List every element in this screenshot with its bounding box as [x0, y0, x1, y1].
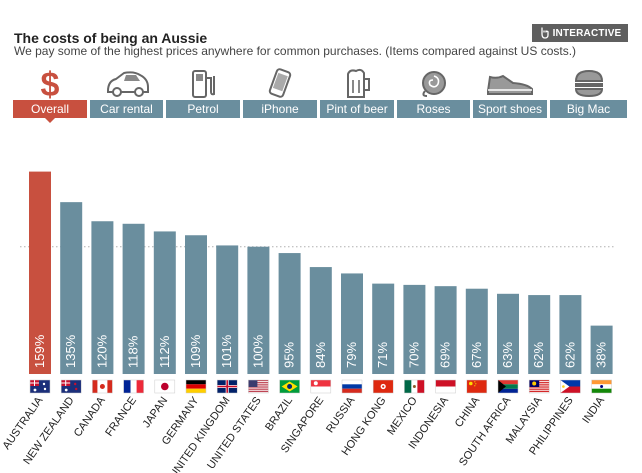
- chart-subtitle: We pay some of the highest prices anywhe…: [14, 44, 577, 58]
- shoe-icon: [487, 74, 533, 95]
- flag-icon: [216, 379, 238, 394]
- bar-value-label: 95%: [282, 342, 297, 368]
- bar-philippines: [559, 295, 582, 374]
- tab-overall[interactable]: $ Overall: [13, 68, 87, 123]
- bar-value-label: 62%: [531, 342, 546, 368]
- bar-value-label: 67%: [469, 342, 484, 368]
- flag-icon: [248, 379, 269, 394]
- beer-icon: [347, 68, 370, 98]
- bar-indonesia: [434, 286, 457, 374]
- car-icon: [106, 70, 149, 97]
- bar-value-label: 62%: [562, 342, 577, 368]
- category-label: RUSSIA: [324, 394, 358, 435]
- flag-icon: [279, 379, 300, 394]
- bar-china: [465, 288, 488, 374]
- interactive-badge[interactable]: INTERACTIVE: [532, 24, 628, 42]
- bar-germany: [185, 235, 207, 374]
- rose-icon: [421, 71, 446, 97]
- tab-label: Sport shoes: [473, 100, 547, 118]
- bar-value-label: 100%: [250, 334, 265, 368]
- tab-label: Roses: [397, 100, 470, 118]
- flag-icon: [92, 379, 113, 394]
- bar-value-label: 120%: [94, 334, 109, 368]
- bar-value-label: 38%: [594, 342, 609, 368]
- bar-value-label: 71%: [375, 342, 390, 368]
- category-label: BRAZIL: [263, 395, 295, 433]
- bar-india: [590, 325, 613, 374]
- tab-label: iPhone: [243, 100, 317, 118]
- flag-icon: [466, 379, 488, 394]
- tab-iphone[interactable]: iPhone: [243, 68, 317, 118]
- dollar-icon: $: [41, 68, 60, 99]
- bar-value-label: 101%: [219, 334, 234, 368]
- chart-title: The costs of being an Aussie: [14, 30, 208, 46]
- tab-label: Car rental: [90, 100, 163, 118]
- tab-label: Petrol: [166, 100, 240, 118]
- flag-icon: [528, 379, 550, 394]
- bar-value-label: 109%: [188, 334, 203, 368]
- flag-icon: [497, 379, 519, 394]
- category-label: FRANCE: [103, 395, 139, 439]
- flag-icon: [372, 379, 394, 394]
- tab-car-rental[interactable]: Car rental: [90, 68, 163, 118]
- category-tabs: $ Overall Car rental Petrol iPhone Pint: [13, 68, 627, 123]
- bar-australia: [29, 171, 51, 374]
- bar-russia: [341, 273, 363, 374]
- fuel-pump-icon: [192, 70, 215, 98]
- category-label: JAPAN: [141, 395, 171, 430]
- bar-mexico: [403, 284, 426, 374]
- bar-value-label: 118%: [126, 335, 141, 368]
- interactive-label: INTERACTIVE: [552, 27, 622, 39]
- bar-singapore: [309, 267, 332, 374]
- bar-value-label: 112%: [157, 335, 172, 368]
- tab-label: Overall: [13, 100, 87, 118]
- bar-value-label: 159%: [32, 334, 47, 368]
- bar-value-label: 63%: [500, 342, 515, 368]
- tab-petrol[interactable]: Petrol: [166, 68, 240, 118]
- flag-icon: [435, 379, 456, 394]
- bar-value-label: 135%: [63, 334, 78, 368]
- flag-icon: [60, 379, 82, 394]
- bar-south-africa: [497, 293, 519, 374]
- flag-icon: [185, 379, 207, 394]
- bar-canada: [91, 221, 114, 374]
- bar-france: [122, 223, 145, 374]
- category-label: CHINA: [453, 394, 483, 429]
- flag-icon: [29, 379, 51, 394]
- tab-pint-of-beer[interactable]: Pint of beer: [320, 68, 394, 118]
- flag-icon: [404, 379, 425, 394]
- bar-value-label: 79%: [344, 342, 359, 368]
- flag-icon: [310, 379, 332, 394]
- bar-value-label: 69%: [438, 342, 453, 368]
- phone-icon: [268, 68, 292, 98]
- flag-icon: [591, 379, 612, 394]
- bar-malaysia: [528, 295, 551, 374]
- bar-value-label: 70%: [406, 342, 421, 368]
- bar-united-states: [247, 246, 270, 374]
- tab-label: Pint of beer: [320, 100, 394, 118]
- bar-brazil: [278, 253, 301, 374]
- flag-icon: [154, 379, 176, 394]
- tab-sport-shoes[interactable]: Sport shoes: [473, 68, 547, 118]
- burger-icon: [574, 69, 603, 98]
- flag-icon: [341, 379, 363, 394]
- tab-roses[interactable]: Roses: [397, 68, 470, 118]
- pointer-hand-icon: [540, 27, 549, 39]
- category-label: INDIA: [580, 394, 607, 425]
- active-tab-pointer: [45, 118, 55, 123]
- bar-united-kingdom: [216, 245, 239, 374]
- tab-label: Big Mac: [550, 100, 627, 118]
- bar-hong-kong: [372, 283, 395, 374]
- flag-icon: [560, 379, 581, 394]
- flag-icon: [123, 379, 144, 394]
- bar-new-zealand: [60, 202, 83, 374]
- bar-value-label: 84%: [313, 342, 328, 368]
- svg-text:$: $: [41, 68, 60, 99]
- tab-big-mac[interactable]: Big Mac: [550, 68, 627, 118]
- bar-japan: [153, 231, 176, 374]
